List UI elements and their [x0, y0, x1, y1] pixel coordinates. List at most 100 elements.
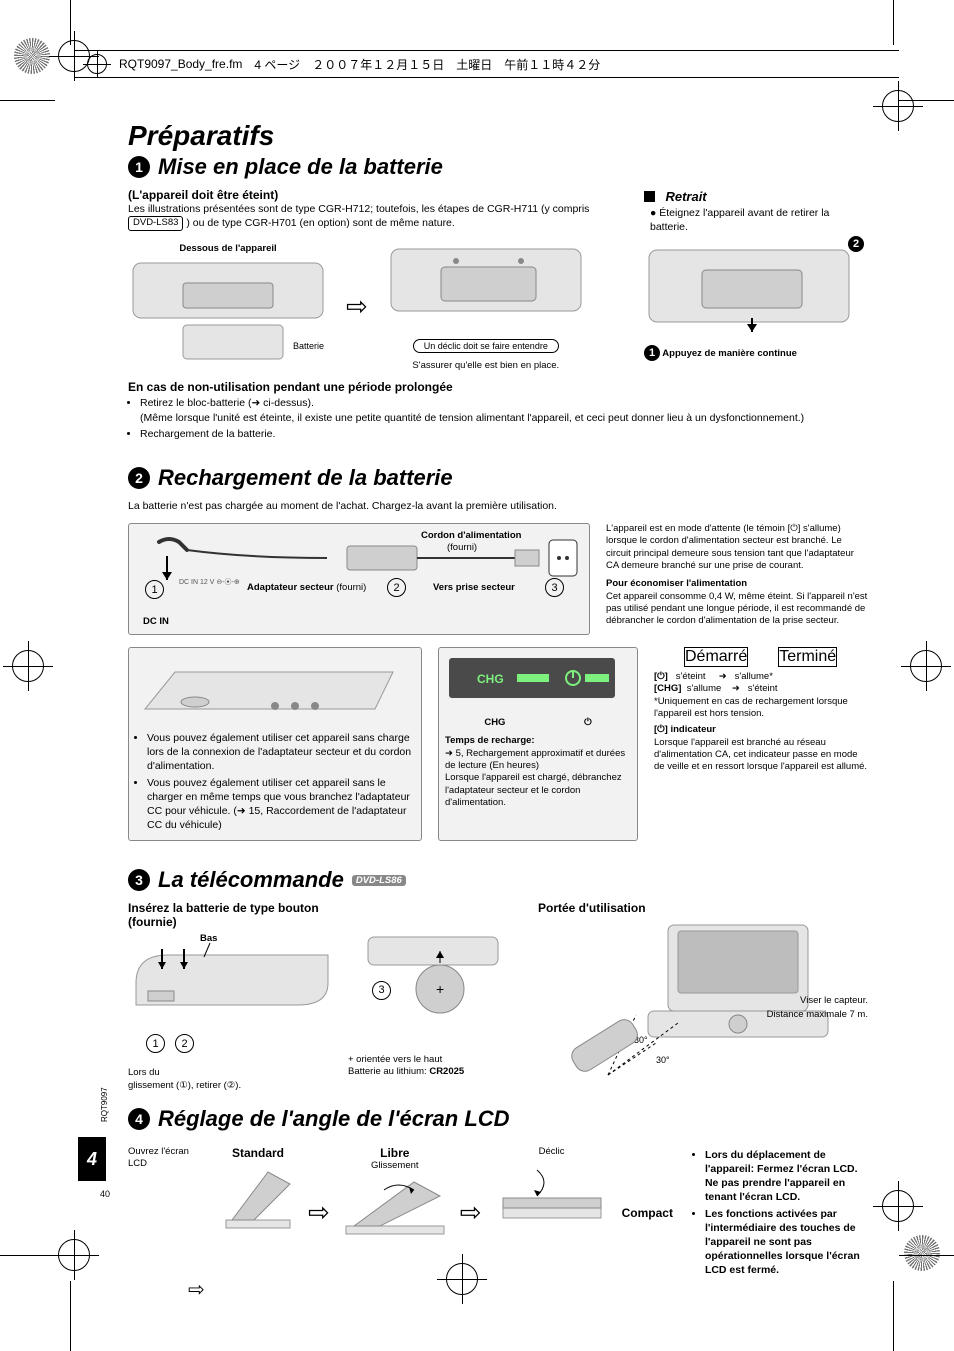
- status-row-chg: [CHG] s'allume ➜ s'éteint: [654, 683, 868, 695]
- crop-target-icon: [87, 54, 107, 74]
- svg-text:+: +: [436, 981, 444, 997]
- crop-mark: [893, 1281, 894, 1351]
- fig-battery-inserted: [386, 241, 586, 331]
- illustration-note: Les illustrations présentées sont de typ…: [128, 202, 620, 231]
- status-column: Démarré Terminé [⏻] s'éteint ➜ s'allume*…: [654, 647, 868, 841]
- crop-fan-tl: [14, 38, 50, 74]
- crop-target-br: [882, 1190, 914, 1222]
- nonuse-item-2: Rechargement de la batterie.: [140, 427, 868, 441]
- source-page-ref: 4 ページ: [254, 56, 300, 73]
- open-lcd-label: Ouvrez l'écran LCD: [128, 1146, 208, 1171]
- arrow-right-icon: ⇨: [308, 1197, 330, 1228]
- title-preparatifs: Préparatifs: [128, 120, 868, 152]
- wiring-step-3: 3: [545, 578, 564, 597]
- status-started: Démarré: [684, 647, 748, 667]
- cord-supplied: (fourni): [447, 542, 477, 554]
- usage-notes-box: Vous pouvez également utiliser cet appar…: [128, 647, 422, 841]
- fig-angle-standard: [218, 1160, 298, 1230]
- status-star-note: *Uniquement en cas de rechargement lorsq…: [654, 696, 868, 721]
- indicator-body: Lorsque l'appareil est branché au réseau…: [654, 737, 868, 774]
- battery-type: Batterie au lithium: CR2025: [348, 1066, 528, 1078]
- to-outlet-label: Vers prise secteur: [433, 582, 515, 594]
- dc-in-label: DC IN: [143, 616, 169, 628]
- square-bullet-icon: [644, 191, 655, 202]
- page-number: 4: [78, 1137, 106, 1181]
- svg-text:DC IN 12 V ⊖-⦿-⊕: DC IN 12 V ⊖-⦿-⊕: [179, 578, 240, 586]
- subtitle-remote-text: La télécommande: [158, 867, 344, 893]
- chg-panel: CHG CHG ⏻ Temps de recharge: ➜ 5, Rechar…: [438, 647, 638, 841]
- manual-page: RQT9097_Body_fre.fm 4 ページ ２００７年１２月１５日 土曜…: [0, 0, 954, 1351]
- retrait-step-2: 2: [848, 236, 864, 252]
- recharge-done-note: Lorsque l'appareil est chargé, débranche…: [445, 772, 631, 809]
- svg-text:30°: 30°: [656, 1055, 670, 1065]
- retrait-heading: Retrait: [644, 188, 868, 206]
- slide-note: Lors du glissement (①), retirer (②).: [128, 1067, 338, 1092]
- model-chip-ls86: DVD-LS86: [352, 875, 406, 886]
- crop-mark: [899, 1255, 954, 1256]
- crop-target-tr: [882, 90, 914, 122]
- remote-step-1: 1: [146, 1034, 165, 1053]
- step-bullet-3: 3: [128, 869, 150, 891]
- fig-device-bottom: Batterie: [128, 255, 328, 365]
- page-subnumber: 40: [100, 1189, 110, 1199]
- power-off-note: (L'appareil doit être éteint): [128, 188, 620, 202]
- lcd-warning-2: Les fonctions activées par l'intermédiai…: [705, 1207, 868, 1278]
- subtitle-recharge: 2 Rechargement de la batterie: [128, 465, 868, 491]
- subtitle-text: Mise en place de la batterie: [158, 154, 443, 180]
- wiring-diagram: DC IN 12 V ⊖-⦿-⊕ 1 2 3 DC IN Adaptateur …: [128, 523, 590, 635]
- nonuse-list: Retirez le bloc-batterie (➜ ci-dessus). …: [128, 396, 868, 441]
- retrait-body: ● Éteignez l'appareil avant de retirer l…: [650, 206, 868, 234]
- insert-battery-heading: Insérez la batterie de type bouton (four…: [128, 901, 338, 929]
- crop-mark: [70, 0, 71, 45]
- click-oval: Un déclic doit se faire entendre: [413, 339, 559, 353]
- content-area: Préparatifs 1 Mise en place de la batter…: [128, 120, 868, 1302]
- chg-label: CHG: [484, 717, 505, 729]
- mode-compact: Compact: [622, 1206, 673, 1220]
- crop-mark: [0, 1255, 55, 1256]
- crop-mark: [0, 100, 55, 101]
- svg-text:CHG: CHG: [477, 672, 504, 686]
- step-bullet-4: 4: [128, 1108, 150, 1130]
- nonuse-item-1: Retirez le bloc-batterie (➜ ci-dessus). …: [140, 396, 868, 424]
- subtitle-lcd-angle-text: Réglage de l'angle de l'écran LCD: [158, 1106, 510, 1132]
- fig-angle-libre: [340, 1172, 450, 1236]
- crop-mark: [893, 0, 894, 45]
- battery-label: Batterie: [293, 341, 324, 351]
- recharge-time-heading: Temps de recharge:: [445, 735, 631, 747]
- source-date: ２００７年１２月１５日 土曜日 午前１１時４２分: [312, 56, 600, 73]
- subtitle-recharge-text: Rechargement de la batterie: [158, 465, 453, 491]
- crop-mark: [70, 1281, 71, 1351]
- status-finished: Terminé: [778, 647, 837, 667]
- fig-battery-remove: [644, 240, 854, 340]
- remote-step-2: 2: [175, 1034, 194, 1053]
- recharge-intro: La batterie n'est pas chargée au moment …: [128, 499, 868, 513]
- save-power-heading: Pour économiser l'alimentation: [606, 578, 868, 590]
- mode-libre-sub: Glissement: [340, 1160, 450, 1172]
- fig-bottom-label: Dessous de l'appareil: [128, 243, 328, 255]
- indicator-heading: [⏻] indicateur: [654, 724, 868, 736]
- bas-label: Bas: [200, 933, 217, 945]
- subtitle-lcd-angle: 4 Réglage de l'angle de l'écran LCD: [128, 1106, 868, 1132]
- aim-sensor: Viser le capteur.: [800, 995, 868, 1007]
- mode-declic-sub: Déclic: [492, 1146, 612, 1158]
- plus-up-note: + orientée vers le haut: [348, 1054, 528, 1066]
- max-distance: Distance maximale 7 m.: [767, 1009, 868, 1021]
- press-continuous: 1 Appuyez de manière continue: [644, 345, 868, 361]
- save-power-body: Cet appareil consomme 0,4 W, même éteint…: [606, 591, 868, 628]
- adapter-label: Adaptateur secteur (fourni): [247, 582, 366, 594]
- crop-fan-br: [904, 1235, 940, 1271]
- fig-angle-compact: [497, 1158, 607, 1222]
- fig-remote-bottom: [128, 935, 338, 1035]
- subtitle-remote: 3 La télécommande DVD-LS86: [128, 867, 868, 893]
- status-row-power: [⏻] s'éteint ➜ s'allume*: [654, 671, 868, 683]
- crop-target-mr: [910, 650, 942, 682]
- nonuse-heading: En cas de non-utilisation pendant une pé…: [128, 380, 868, 394]
- remote-step-3: 3: [372, 981, 391, 1000]
- source-file-header: RQT9097_Body_fre.fm 4 ページ ２００７年１２月１５日 土曜…: [75, 50, 899, 78]
- crop-target-bl: [58, 1239, 90, 1271]
- recharge-time-ref: ➜ 5, Rechargement approximatif et durées…: [445, 748, 631, 773]
- ensure-placed-caption: S'assurer qu'elle est bien en place.: [386, 360, 586, 372]
- fig-device-side: [135, 654, 403, 724]
- fig-coin-cell: +: [348, 919, 528, 1039]
- step-bullet-2: 2: [128, 467, 150, 489]
